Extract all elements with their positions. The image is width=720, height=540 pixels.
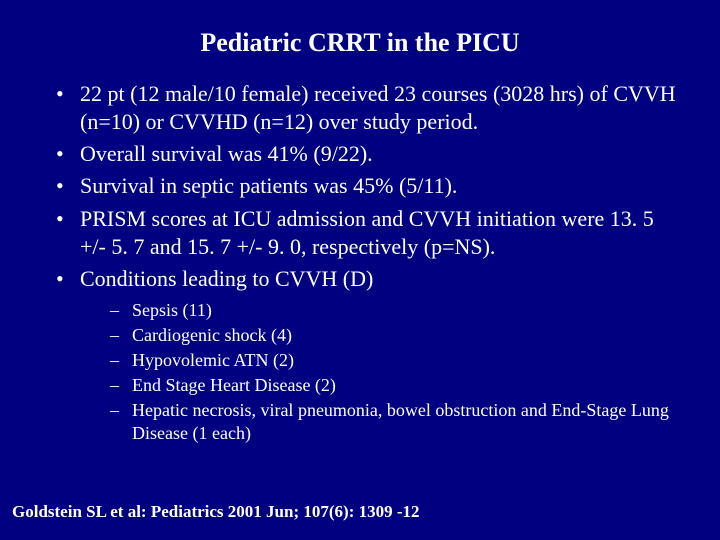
slide: Pediatric CRRT in the PICU 22 pt (12 mal… (0, 0, 720, 540)
bullet-item: 22 pt (12 male/10 female) received 23 co… (50, 80, 680, 136)
sub-bullet-item: Sepsis (11) (108, 299, 680, 322)
sub-bullet-item: End Stage Heart Disease (2) (108, 374, 680, 397)
bullet-item: Conditions leading to CVVH (D) Sepsis (1… (50, 265, 680, 445)
sub-bullet-item: Hypovolemic ATN (2) (108, 349, 680, 372)
sub-bullet-item: Cardiogenic shock (4) (108, 324, 680, 347)
sub-bullet-item: Hepatic necrosis, viral pneumonia, bowel… (108, 399, 680, 445)
bullet-text: Conditions leading to CVVH (D) (80, 266, 373, 291)
main-bullet-list: 22 pt (12 male/10 female) received 23 co… (30, 80, 690, 445)
bullet-item: Survival in septic patients was 45% (5/1… (50, 172, 680, 200)
slide-title: Pediatric CRRT in the PICU (30, 28, 690, 58)
bullet-item: Overall survival was 41% (9/22). (50, 140, 680, 168)
bullet-item: PRISM scores at ICU admission and CVVH i… (50, 205, 680, 261)
citation: Goldstein SL et al: Pediatrics 2001 Jun;… (12, 502, 420, 522)
sub-bullet-list: Sepsis (11) Cardiogenic shock (4) Hypovo… (80, 299, 680, 445)
